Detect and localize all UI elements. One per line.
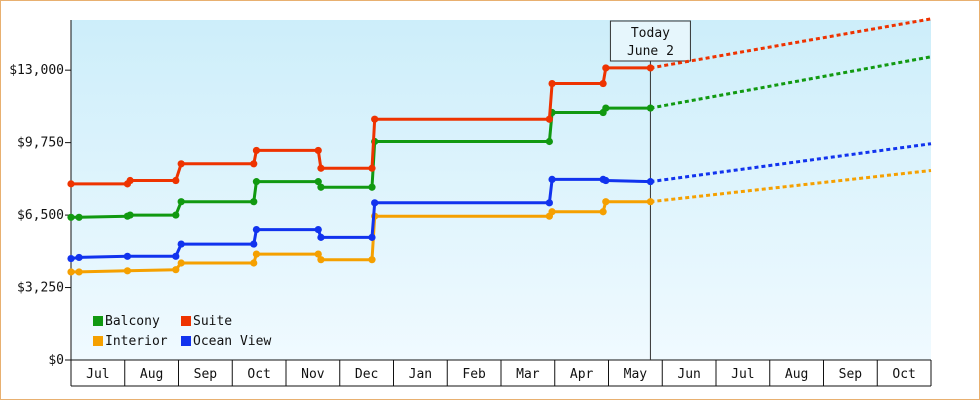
data-point-suite bbox=[599, 79, 607, 88]
legend-label-balcony: Balcony bbox=[105, 314, 160, 329]
data-point-ocean-view bbox=[548, 175, 556, 184]
x-month-label: Feb bbox=[462, 367, 486, 382]
data-point-suite bbox=[548, 79, 556, 88]
data-point-suite bbox=[172, 176, 180, 185]
legend-label-interior: Interior bbox=[105, 334, 168, 349]
today-marker: Today June 2 bbox=[609, 20, 691, 360]
x-month-label: Aug bbox=[785, 367, 808, 382]
data-point-suite bbox=[314, 146, 322, 155]
data-point-ocean-view bbox=[250, 240, 258, 248]
x-month-label: Mar bbox=[516, 367, 540, 382]
forecast-line-ocean-view bbox=[650, 142, 932, 184]
today-box bbox=[609, 20, 691, 62]
data-point-balcony bbox=[177, 198, 185, 206]
y-tick-label: $3,250 bbox=[17, 281, 64, 296]
series-line-ocean-view bbox=[70, 177, 651, 261]
x-month-label: Jul bbox=[86, 367, 109, 382]
data-point-ocean-view bbox=[368, 233, 376, 241]
data-point-interior bbox=[123, 267, 132, 275]
x-month-label: Nov bbox=[301, 367, 325, 382]
data-point-suite bbox=[252, 146, 261, 155]
data-point-suite bbox=[545, 115, 553, 123]
x-month-label: Sep bbox=[839, 367, 863, 382]
data-point-ocean-view bbox=[371, 199, 379, 207]
forecast-line-balcony bbox=[650, 55, 932, 110]
data-point-ocean-view bbox=[67, 254, 75, 263]
data-point-interior bbox=[317, 256, 325, 264]
data-point-suite bbox=[371, 115, 379, 123]
x-month-label: May bbox=[624, 367, 648, 382]
today-date: June 2 bbox=[627, 44, 674, 59]
x-month-label: Oct bbox=[247, 367, 270, 382]
x-month-label: Jun bbox=[677, 367, 700, 382]
data-point-balcony bbox=[172, 211, 180, 219]
series-line-suite bbox=[71, 66, 651, 186]
x-month-label: Apr bbox=[570, 367, 594, 382]
data-point-suite bbox=[67, 180, 75, 188]
data-point-interior bbox=[172, 266, 180, 274]
data-point-ocean-view bbox=[172, 252, 180, 260]
data-point-ocean-view bbox=[123, 252, 132, 260]
data-point-ocean-view bbox=[252, 225, 261, 234]
data-point-interior bbox=[314, 250, 322, 258]
forecast-line-suite bbox=[650, 17, 932, 70]
data-point-ocean-view bbox=[75, 253, 83, 262]
data-point-ocean-view bbox=[602, 176, 610, 185]
x-month-label: Dec bbox=[355, 367, 378, 382]
data-point-balcony bbox=[317, 183, 325, 191]
data-point-interior bbox=[548, 208, 556, 216]
legend-swatch-interior bbox=[93, 336, 103, 346]
data-point-balcony bbox=[75, 213, 83, 221]
data-point-balcony bbox=[250, 198, 258, 206]
data-point-balcony bbox=[602, 104, 610, 112]
legend-label-ocean-view: Ocean View bbox=[193, 334, 271, 349]
legend: Balcony Suite Interior Ocean View bbox=[93, 314, 271, 349]
y-tick-label: $0 bbox=[48, 353, 64, 368]
data-point-interior bbox=[75, 268, 83, 276]
axes: $0 $3,250 $6,500 $9,750 $13,000 Jul Aug Sep Oct N… bbox=[9, 20, 932, 387]
x-month-label: Oct bbox=[892, 367, 915, 382]
data-point-interior bbox=[67, 268, 75, 276]
data-point-interior bbox=[177, 259, 185, 267]
data-point-interior bbox=[368, 256, 376, 264]
x-month-label: Jan bbox=[409, 367, 432, 382]
legend-swatch-balcony bbox=[93, 316, 103, 326]
x-month-label: Aug bbox=[140, 367, 163, 382]
data-point-suite bbox=[317, 164, 325, 172]
legend-label-suite: Suite bbox=[193, 314, 232, 329]
x-month-label: Jul bbox=[731, 367, 754, 382]
data-point-balcony bbox=[252, 178, 261, 186]
y-tick-label: $6,500 bbox=[17, 208, 64, 223]
data-point-ocean-view bbox=[314, 225, 322, 234]
data-point-balcony bbox=[67, 213, 75, 221]
data-point-balcony bbox=[126, 211, 134, 219]
data-point-suite bbox=[177, 160, 185, 168]
data-point-suite bbox=[602, 64, 610, 72]
data-point-interior bbox=[250, 259, 258, 267]
data-point-interior bbox=[599, 208, 607, 216]
x-month-label: Sep bbox=[194, 367, 218, 382]
data-point-balcony bbox=[314, 178, 322, 186]
data-point-suite bbox=[126, 176, 134, 185]
plot-background bbox=[71, 20, 931, 360]
legend-swatch-ocean-view bbox=[181, 336, 191, 346]
forecast-line-interior bbox=[650, 169, 932, 204]
y-tick-label: $9,750 bbox=[17, 136, 64, 151]
legend-swatch-suite bbox=[181, 316, 191, 326]
data-point-ocean-view bbox=[177, 240, 185, 248]
series-layer bbox=[67, 17, 932, 276]
data-point-suite bbox=[368, 164, 376, 172]
data-point-suite bbox=[250, 160, 258, 168]
data-point-interior bbox=[602, 198, 610, 206]
data-point-ocean-view bbox=[545, 199, 553, 207]
today-label: Today bbox=[631, 26, 670, 41]
data-point-ocean-view bbox=[317, 233, 325, 241]
data-point-balcony bbox=[368, 183, 376, 191]
y-tick-label: $13,000 bbox=[9, 63, 64, 78]
data-point-balcony bbox=[545, 137, 553, 146]
data-point-interior bbox=[252, 250, 261, 258]
